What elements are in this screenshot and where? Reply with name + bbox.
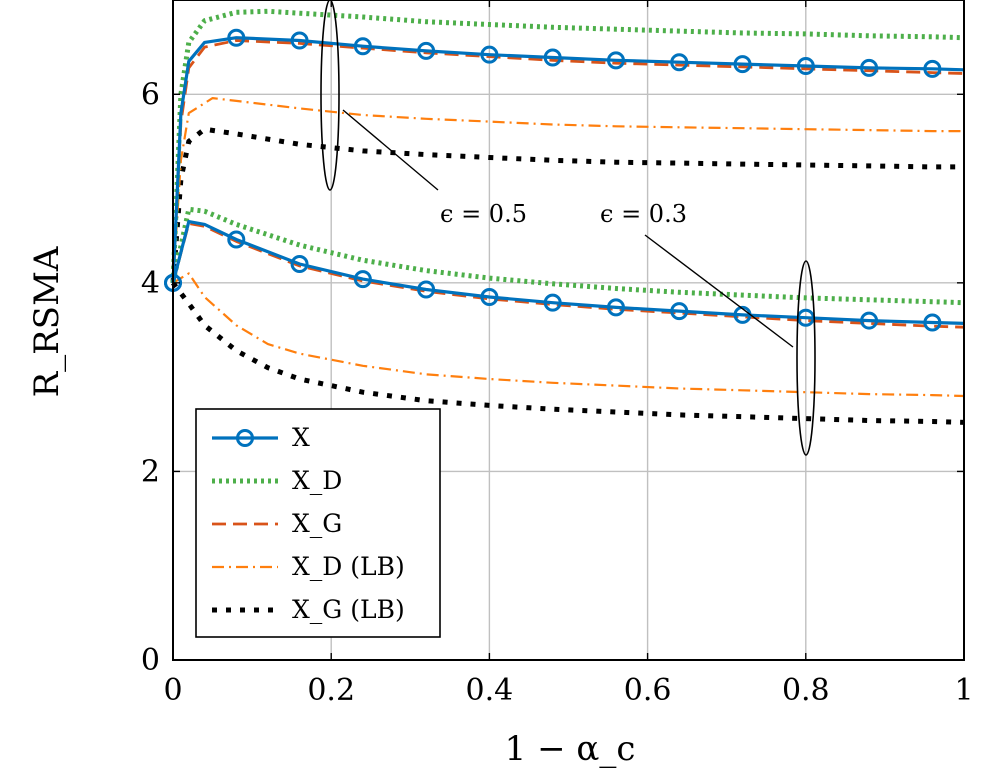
x-tick-label: 0.8 <box>782 673 830 708</box>
legend-label: X_D <box>292 466 342 495</box>
series-marker <box>417 41 436 60</box>
legend: X X_D X_G X_D (LB) X_G (LB) <box>195 408 441 638</box>
series-marker <box>290 255 309 273</box>
series-marker <box>606 298 625 317</box>
leader-line-upper <box>342 109 439 191</box>
series-marker <box>480 45 499 64</box>
x-tick-labels: 0 0.2 0.4 0.6 0.8 1 <box>163 673 973 708</box>
legend-label: X <box>292 423 310 452</box>
x-tick-label: 0 <box>163 673 182 708</box>
series-line <box>170 126 964 284</box>
series-marker <box>923 59 942 78</box>
legend-label: X_G <box>292 509 342 538</box>
plot-frame <box>172 0 965 661</box>
series-line <box>172 272 965 398</box>
x-tick-label: 0.6 <box>624 673 672 708</box>
y-tick-labels: 0 2 4 6 <box>141 77 160 678</box>
series-line <box>170 206 965 306</box>
series-marker <box>733 55 752 74</box>
series-marker <box>353 270 372 289</box>
series-marker <box>670 302 689 321</box>
legend-label: X_D (LB) <box>292 552 405 581</box>
legend-label: X_G (LB) <box>292 595 405 624</box>
ticks <box>172 0 965 661</box>
annotations: ϵ = 0.5 ϵ = 0.3 <box>320 0 816 456</box>
x-tick-label: 0.4 <box>466 673 514 708</box>
y-tick-label: 4 <box>141 266 160 301</box>
ellipse-group-lower <box>796 260 816 456</box>
series-marker <box>480 288 499 306</box>
annotation-epsilon-03: ϵ = 0.3 <box>600 200 687 228</box>
y-tick-label: 2 <box>141 454 160 489</box>
series-line <box>171 220 965 325</box>
series-marker <box>923 313 942 332</box>
series-line <box>171 39 965 283</box>
series-marker <box>606 51 625 70</box>
series-marker <box>290 31 309 50</box>
annotation-epsilon-05: ϵ = 0.5 <box>440 200 527 228</box>
series-marker <box>543 293 562 312</box>
x-tick-label: 0.2 <box>307 673 355 708</box>
y-tick-label: 0 <box>141 643 160 678</box>
x-tick-label: 1 <box>954 673 973 708</box>
y-axis-title: R_RSMA <box>27 246 67 397</box>
series-marker <box>417 280 436 299</box>
y-tick-label: 6 <box>141 77 160 112</box>
ellipse-group-upper <box>320 0 340 191</box>
plot-lines <box>164 8 965 425</box>
series-line <box>171 222 965 329</box>
series-marker <box>543 48 562 67</box>
leader-line-lower <box>644 234 794 348</box>
series-marker <box>670 53 689 72</box>
series-marker <box>353 37 372 56</box>
legend-marker <box>236 429 254 447</box>
series-marker <box>227 230 246 249</box>
series-marker <box>860 311 879 330</box>
x-axis-title: 1 − α_c <box>505 729 636 769</box>
series-marker <box>227 28 246 47</box>
series-marker <box>860 58 879 77</box>
series-line <box>171 36 965 283</box>
series-marker <box>796 57 815 75</box>
series-line <box>171 96 964 283</box>
series-line <box>171 281 965 425</box>
